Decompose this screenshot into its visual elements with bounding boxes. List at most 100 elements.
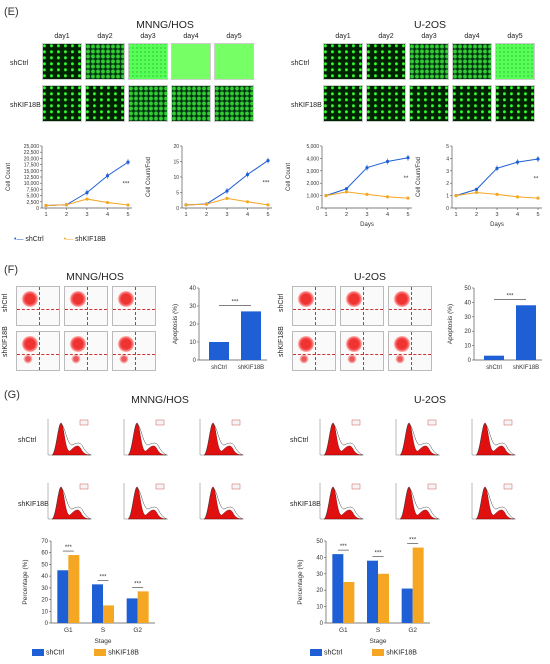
y-tick-label: 0 xyxy=(468,358,472,364)
x-tick-label: 4 xyxy=(386,212,389,218)
significance-label: *** xyxy=(506,293,514,299)
y-tick-label: 0 xyxy=(193,358,197,364)
row-label: shCtrl xyxy=(291,60,310,67)
y-tick-label: 10 xyxy=(464,344,471,350)
data-point xyxy=(474,187,479,191)
cell-cycle-histogram xyxy=(319,483,364,520)
flow-cytometry-plot xyxy=(340,286,384,326)
y-tick-label: 4 xyxy=(446,156,449,162)
data-point xyxy=(126,160,130,164)
significance-label: *** xyxy=(262,181,270,187)
significance-label: *** xyxy=(374,551,382,557)
y-tick-label: 20 xyxy=(464,329,471,335)
x-axis-label: Days xyxy=(490,222,504,228)
x-axis-label: Stage xyxy=(95,638,112,645)
row-label: shKIF18B xyxy=(2,326,9,357)
data-point xyxy=(126,203,130,207)
x-tick-label: S xyxy=(376,627,381,634)
chart-u2os-cell-cycle: 0 10 20 30 40 50 Percentage (%) Stage G1 *** S *** G… xyxy=(297,538,430,645)
bar xyxy=(137,591,149,623)
y-tick-label: 40 xyxy=(189,286,196,292)
row-label: shCtrl xyxy=(18,437,37,444)
data-point xyxy=(536,157,540,161)
row-label: shCtrl xyxy=(10,60,29,67)
data-point xyxy=(245,172,250,177)
data-point xyxy=(454,194,458,198)
x-tick-label: shKIF18B xyxy=(238,365,264,371)
data-point xyxy=(344,187,349,191)
row-label: shCtrl xyxy=(2,293,9,312)
row-label: shKIF18B xyxy=(290,501,321,508)
x-tick-label: shCtrl xyxy=(211,365,227,371)
fluorescence-image xyxy=(214,85,254,122)
y-tick-label: 3 xyxy=(446,169,449,175)
flow-cytometry-plot xyxy=(112,286,156,326)
y-tick-label: 0 xyxy=(36,206,39,212)
data-point xyxy=(324,194,328,198)
y-axis-label: Cell Count xyxy=(6,163,12,191)
y-tick-label: 50 xyxy=(316,539,323,545)
fluorescence-image xyxy=(409,85,449,122)
fluorescence-image xyxy=(85,85,125,122)
data-point xyxy=(406,196,410,200)
fluorescence-image xyxy=(452,85,492,122)
fluorescence-image xyxy=(171,43,211,80)
cell-cycle-histogram xyxy=(471,483,516,520)
y-tick-label: 0 xyxy=(176,206,179,212)
legend-g-hos: shCtrl shKIF18B xyxy=(32,649,139,656)
y-tick-label: 10 xyxy=(41,609,48,615)
flow-cytometry-plot xyxy=(388,286,432,326)
cell-cycle-histogram xyxy=(319,419,364,456)
fluorescence-image xyxy=(323,85,363,122)
row-label: shKIF18B xyxy=(10,102,41,109)
data-point xyxy=(266,158,270,163)
y-tick-label: 40 xyxy=(316,555,323,561)
y-axis-label: Cell Count xyxy=(286,163,292,191)
x-tick-label: 2 xyxy=(65,212,68,218)
y-tick-label: 30 xyxy=(464,315,471,321)
x-tick-label: 1 xyxy=(184,212,187,218)
y-tick-label: 30 xyxy=(316,572,323,578)
chart-hos-fold: 0 5 10 15 20 1 2 3 4 5 Cell Count/Fod *** xyxy=(146,144,272,218)
data-point xyxy=(365,192,369,196)
fluorescence-image xyxy=(452,43,492,80)
x-tick-label: shCtrl xyxy=(486,365,502,371)
panel-label-g: (G) xyxy=(4,389,20,401)
fluorescence-image xyxy=(323,43,363,80)
bar xyxy=(484,355,504,360)
chart-u2os-apoptosis: 0 10 20 30 40 50 Apoptosis (%) shCtrl shKIF18B **… xyxy=(447,286,542,371)
day-label: day4 xyxy=(464,33,480,40)
x-tick-label: 4 xyxy=(246,212,249,218)
legend-item-kd: •— shKIF18B xyxy=(63,236,106,243)
cell-cycle-histogram xyxy=(47,483,92,520)
series-line xyxy=(455,158,539,197)
title-hos-g: MNNG/HOS xyxy=(131,394,189,406)
data-point xyxy=(85,191,89,195)
y-tick-label: 0 xyxy=(316,206,319,212)
flow-cytometry-plot xyxy=(64,286,108,326)
day-label: day4 xyxy=(183,33,199,40)
bar xyxy=(68,555,80,623)
fluorescence-image xyxy=(366,43,406,80)
bar xyxy=(378,573,389,623)
x-tick-label: 3 xyxy=(365,212,368,218)
data-point xyxy=(385,195,390,199)
chart-u2os-cell-count: 0 1,000 2,000 3,000 4,000 5,000 1 2 3 4 5 Cell Coun… xyxy=(286,144,412,228)
x-tick-label: 3 xyxy=(225,212,228,218)
data-point xyxy=(515,195,520,199)
y-tick-label: 20 xyxy=(41,598,48,604)
y-tick-label: 15 xyxy=(173,160,179,166)
y-tick-label: 2 xyxy=(446,181,449,187)
fluorescence-image xyxy=(85,43,125,80)
data-point xyxy=(225,189,229,193)
cell-cycle-histogram xyxy=(395,419,440,456)
day-label: day3 xyxy=(140,33,156,40)
data-point xyxy=(406,156,410,160)
fluorescence-image xyxy=(128,43,168,80)
bar xyxy=(241,311,261,360)
significance-label: ** xyxy=(404,176,409,182)
y-axis-label: Apoptosis (%) xyxy=(447,304,454,344)
row-label: shKIF18B xyxy=(291,102,322,109)
y-tick-label: 7,500 xyxy=(26,187,39,193)
fluorescence-image xyxy=(42,43,82,80)
